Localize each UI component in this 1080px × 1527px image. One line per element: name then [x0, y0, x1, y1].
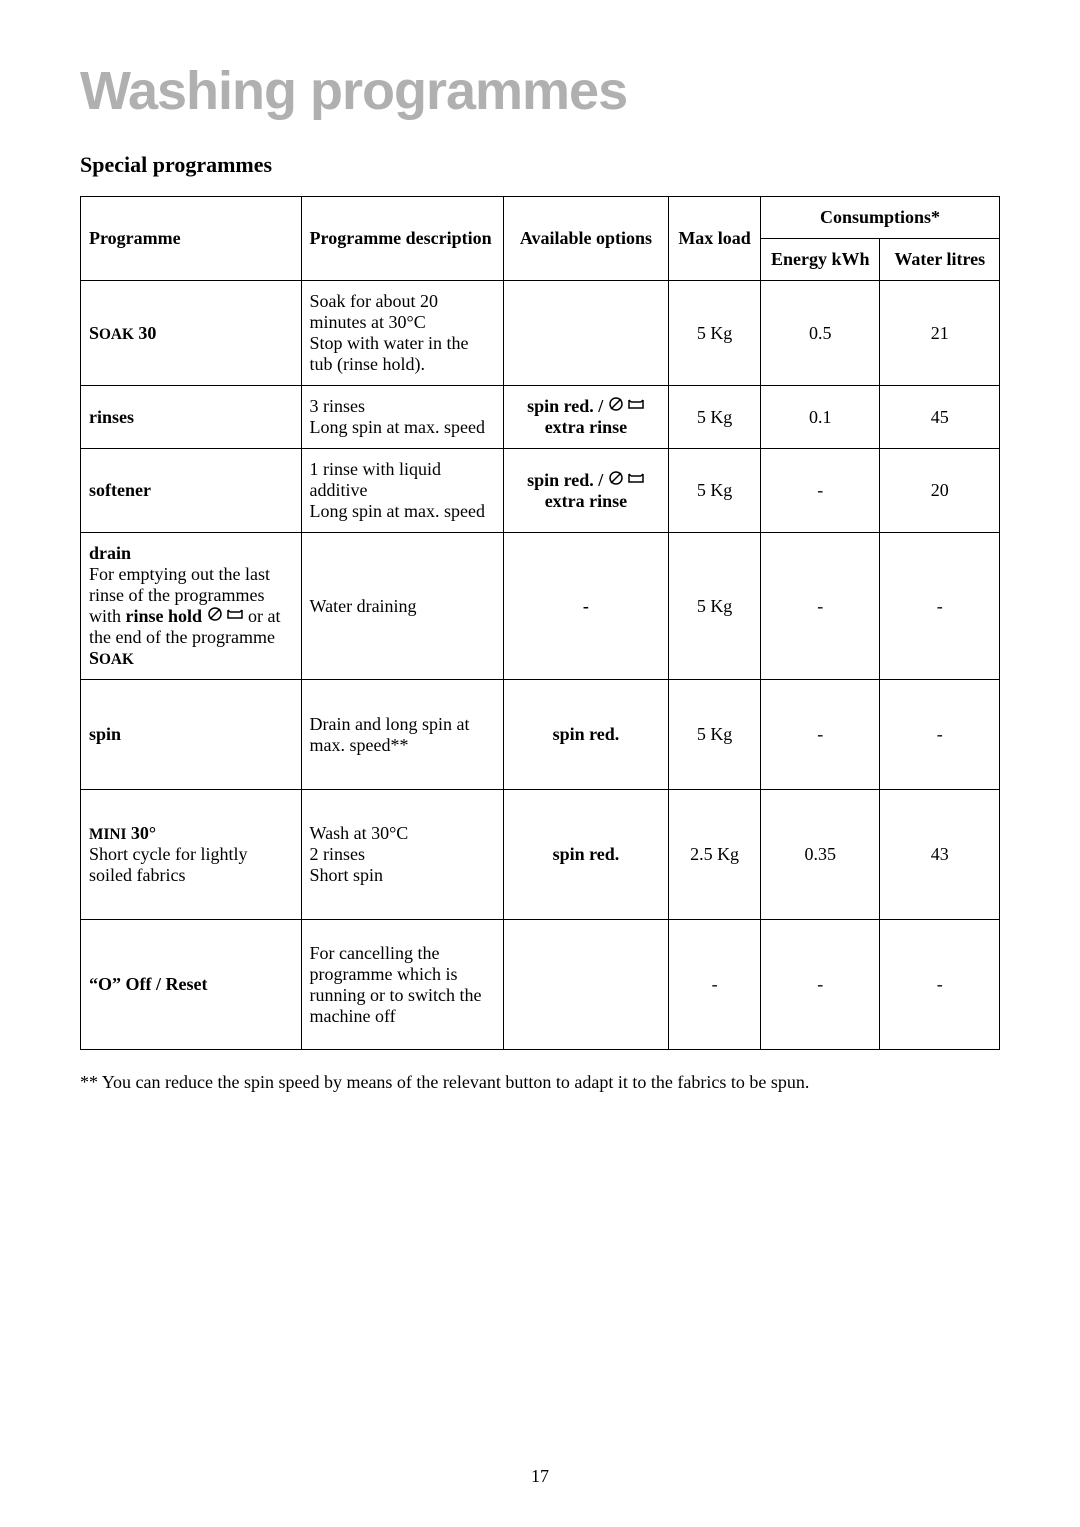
softener-opt-prefix: spin red. / [527, 470, 608, 490]
drain-energy: - [761, 533, 880, 680]
row-soak: SOAK 30 Soak for about 20 minutes at 30°… [81, 281, 1000, 386]
drain-soak-sc: OAK [99, 651, 134, 668]
th-options: Available options [503, 197, 668, 281]
mini-load: 2.5 Kg [669, 790, 761, 920]
off-water: - [880, 920, 1000, 1050]
mini-deg: 30° [126, 823, 156, 843]
drain-load: 5 Kg [669, 533, 761, 680]
rinse-hold-icon [608, 470, 645, 486]
drain-name: drain [89, 543, 131, 563]
rinses-desc: 3 rinses Long spin at max. speed [301, 386, 503, 449]
row-mini: MINI 30° Short cycle for lightly soiled … [81, 790, 1000, 920]
page-title: Washing programmes [80, 60, 1000, 122]
soak-prefix: S [89, 323, 99, 343]
footnote: ** You can reduce the spin speed by mean… [80, 1072, 1000, 1093]
softener-desc: 1 rinse with liquid additive Long spin a… [301, 449, 503, 533]
mini-line2: Short cycle for lightly soiled fabrics [89, 844, 247, 885]
off-opts [503, 920, 668, 1050]
rinses-opt-suffix: extra rinse [545, 417, 627, 437]
rinse-hold-icon [207, 606, 244, 622]
spin-water: - [880, 680, 1000, 790]
rinses-energy: 0.1 [761, 386, 880, 449]
off-desc: For cancelling the programme which is ru… [301, 920, 503, 1050]
off-name: “O” Off / Reset [89, 974, 207, 994]
soak-opts [503, 281, 668, 386]
row-off: “O” Off / Reset For cancelling the progr… [81, 920, 1000, 1050]
mini-opts: spin red. [553, 844, 620, 864]
mini-water: 43 [880, 790, 1000, 920]
softener-load: 5 Kg [669, 449, 761, 533]
soak-load: 5 Kg [669, 281, 761, 386]
softener-name: softener [89, 480, 151, 500]
spin-desc: Drain and long spin at max. speed** [301, 680, 503, 790]
rinse-hold-icon [608, 396, 645, 412]
drain-soak-prefix: S [89, 648, 99, 668]
row-drain: drain For emptying out the last rinse of… [81, 533, 1000, 680]
rinses-name: rinses [89, 407, 134, 427]
rinses-opt-prefix: spin red. / [527, 396, 608, 416]
drain-opts: - [583, 596, 589, 616]
header-row-1: Programme Programme description Availabl… [81, 197, 1000, 239]
row-spin: spin Drain and long spin at max. speed**… [81, 680, 1000, 790]
spin-energy: - [761, 680, 880, 790]
drain-rinsehold: rinse hold [126, 606, 207, 626]
rinses-water: 45 [880, 386, 1000, 449]
spin-opts: spin red. [553, 724, 620, 744]
drain-water: - [880, 533, 1000, 680]
off-load: - [669, 920, 761, 1050]
mini-desc: Wash at 30°C 2 rinses Short spin [301, 790, 503, 920]
softener-opt-suffix: extra rinse [545, 491, 627, 511]
th-maxload: Max load [669, 197, 761, 281]
soak-water: 21 [880, 281, 1000, 386]
rinses-load: 5 Kg [669, 386, 761, 449]
soak-suffix: 30 [134, 323, 157, 343]
soak-sc: OAK [99, 326, 134, 343]
off-energy: - [761, 920, 880, 1050]
subtitle: Special programmes [80, 152, 1000, 178]
programmes-table: Programme Programme description Availabl… [80, 196, 1000, 1050]
drain-desc: Water draining [301, 533, 503, 680]
soak-energy: 0.5 [761, 281, 880, 386]
th-energy: Energy kWh [761, 239, 880, 281]
row-softener: softener 1 rinse with liquid additive Lo… [81, 449, 1000, 533]
soak-desc: Soak for about 20 minutes at 30°C Stop w… [301, 281, 503, 386]
th-description: Programme description [301, 197, 503, 281]
row-rinses: rinses 3 rinses Long spin at max. speed … [81, 386, 1000, 449]
softener-energy: - [761, 449, 880, 533]
mini-energy: 0.35 [761, 790, 880, 920]
page-number: 17 [0, 1466, 1080, 1487]
spin-load: 5 Kg [669, 680, 761, 790]
mini-sc: MINI [89, 826, 126, 843]
th-water: Water litres [880, 239, 1000, 281]
spin-name: spin [89, 724, 121, 744]
softener-water: 20 [880, 449, 1000, 533]
th-consumptions: Consumptions* [761, 197, 1000, 239]
th-programme: Programme [81, 197, 302, 281]
